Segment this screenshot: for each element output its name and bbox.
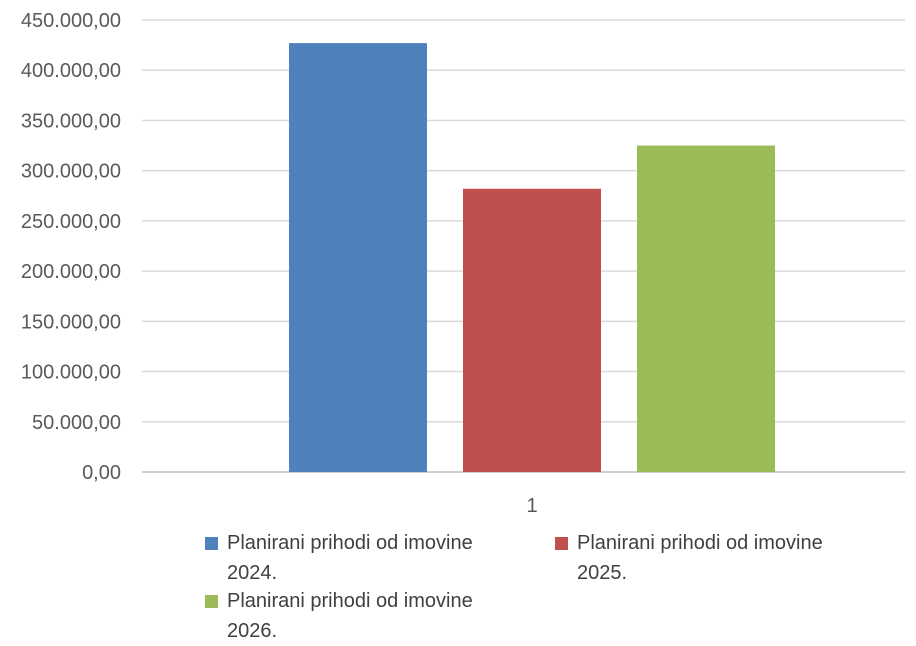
legend-swatch-2025: [555, 537, 568, 550]
legend-item-2026: Planirani prihodi od imovine 2026.: [205, 586, 525, 646]
bars: [289, 43, 775, 473]
y-tick-label: 150.000,00: [21, 311, 121, 333]
bar-chart: 0,00 50.000,00 100.000,00 150.000,00 200.000…: [21, 10, 905, 517]
y-tick-label: 200.000,00: [21, 261, 121, 283]
legend-label-2026: Planirani prihodi od imovine 2026.: [227, 590, 473, 642]
y-tick-label: 450.000,00: [21, 10, 121, 32]
y-tick-label: 250.000,00: [21, 211, 121, 233]
y-tick-label: 100.000,00: [21, 362, 121, 384]
y-tick-label: 400.000,00: [21, 60, 121, 82]
legend-swatch-2026: [205, 595, 218, 608]
y-tick-label: 300.000,00: [21, 161, 121, 183]
legend-label-2025: Planirani prihodi od imovine 2025.: [577, 532, 823, 584]
legend-item-2025: Planirani prihodi od imovine 2025.: [555, 528, 875, 588]
y-tick-label: 350.000,00: [21, 110, 121, 132]
bar-series-1: [289, 43, 427, 472]
x-tick-label: 1: [526, 495, 537, 517]
bar-series-2: [463, 188, 601, 472]
y-axis-tick-labels: 0,00 50.000,00 100.000,00 150.000,00 200.000…: [21, 10, 121, 484]
x-axis-tick-labels: 1: [526, 495, 537, 517]
legend-item-2024: Planirani prihodi od imovine 2024.: [205, 528, 525, 588]
y-tick-label: 50.000,00: [32, 412, 121, 434]
legend-label-2024: Planirani prihodi od imovine 2024.: [227, 532, 473, 584]
legend-swatch-2024: [205, 537, 218, 550]
bar-series-3: [637, 145, 775, 473]
y-tick-label: 0,00: [82, 462, 121, 484]
